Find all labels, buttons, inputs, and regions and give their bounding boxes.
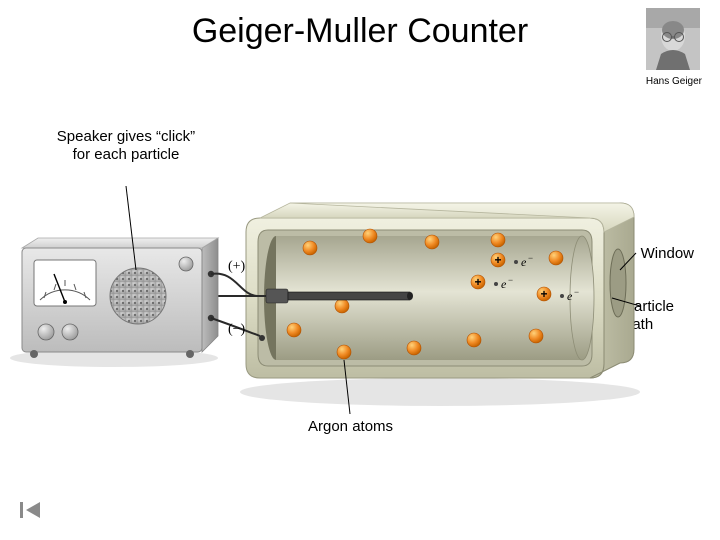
argon-atom [491,233,505,247]
argon-atom [363,229,377,243]
svg-text:e: e [501,277,507,291]
svg-text:e: e [567,289,573,303]
counter-box [10,238,218,367]
svg-text:−: − [528,253,533,263]
svg-text:+: + [540,287,547,301]
argon-atom [335,299,349,313]
argon-atom [425,235,439,249]
argon-atom [549,251,563,265]
argon-atom [287,323,301,337]
terminal-minus: (−) [228,322,246,337]
diagram-canvas: +e−+e−+e− [0,0,720,540]
speaker-grille [110,268,166,324]
argon-atom [407,341,421,355]
svg-text:−: − [508,275,513,285]
argon-atom [529,329,543,343]
argon-atom [337,345,351,359]
svg-text:+: + [474,275,481,289]
svg-text:+: + [494,253,501,267]
nav-first-icon[interactable] [20,500,42,520]
svg-text:e: e [521,255,527,269]
argon-atom [467,333,481,347]
terminal-plus: (+) [228,259,246,274]
meter [34,260,96,306]
svg-text:−: − [574,287,579,297]
argon-atom [303,241,317,255]
tube-window [610,249,626,317]
